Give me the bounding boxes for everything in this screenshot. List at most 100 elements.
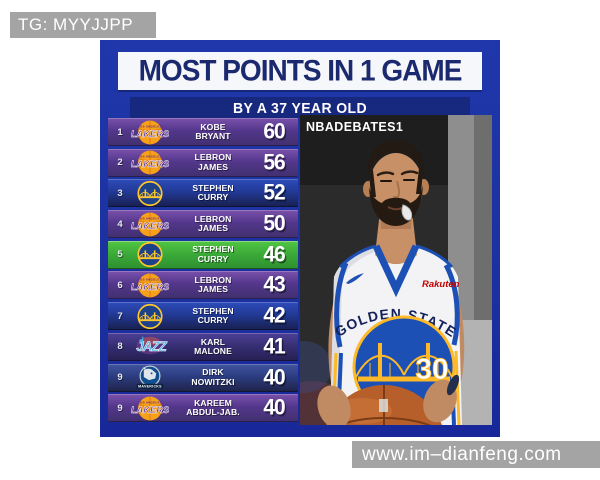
player-name-line1: LEBRON: [194, 275, 232, 286]
player-name: LEBRON JAMES: [172, 275, 254, 295]
rank-label: 1: [117, 126, 123, 138]
player-name-line2: NOWITZKI: [191, 376, 235, 387]
watermark-bottom-right-text: www.im–dianfeng.com: [362, 443, 562, 465]
leaderboard: 1 LOS ANGELES LAKERS KOBE BRYANT 60 2 LO…: [108, 118, 298, 423]
player-name-line2: ABDUL-JAB.: [186, 407, 240, 418]
leaderboard-row: 3 STEPHEN CURRY 52: [108, 179, 298, 208]
lakers-city-label: LOS ANGELES: [138, 155, 162, 159]
lakers-city-label: LOS ANGELES: [138, 124, 162, 128]
warriors-logo: [128, 303, 172, 330]
jazz-wordmark: JAZZ: [136, 339, 167, 354]
points-value: 41: [263, 334, 285, 359]
poster-title: MOST POINTS IN 1 GAME: [138, 54, 463, 87]
player-name-line2: CURRY: [197, 315, 229, 326]
lakers-logo: LOS ANGELES LAKERS: [128, 119, 172, 146]
rank-label: 4: [117, 218, 123, 230]
player-name: LEBRON JAMES: [172, 213, 254, 234]
rank-label: 3: [117, 187, 123, 199]
lakers-city-label: LOS ANGELES: [138, 400, 162, 404]
player-name-line2: CURRY: [197, 192, 229, 203]
player-name-line1: LEBRON: [194, 213, 232, 224]
player-name-line1: DIRK: [202, 367, 224, 378]
mavericks-logo-graphic: MAVERICKS: [136, 365, 164, 389]
lakers-wordmark: LAKERS: [131, 159, 169, 169]
leaderboard-row: 4 LOS ANGELES LAKERS LEBRON JAMES 50: [108, 210, 298, 239]
watermark-top-left: TG: MYYJJPP: [10, 12, 156, 38]
leaderboard-row: 8 JAZZ KARL MALONE 41: [108, 332, 298, 361]
player-name-line1: KARL: [200, 336, 226, 347]
lakers-wordmark: LAKERS: [131, 221, 169, 231]
stephen-curry-photo-illustration: Rakuten GOLDEN STATE 30: [300, 115, 492, 425]
points-value: 46: [263, 242, 285, 267]
player-name: STEPHEN CURRY: [172, 306, 254, 326]
player-name-line2: BRYANT: [195, 131, 231, 141]
lakers-wordmark: LAKERS: [131, 282, 169, 292]
player-name-line2: MALONE: [194, 345, 232, 356]
player-name-line1: KOBE: [200, 121, 226, 132]
title-banner: MOST POINTS IN 1 GAME: [118, 52, 482, 90]
leaderboard-row: 5 STEPHEN CURRY 46: [108, 240, 298, 269]
lakers-wordmark: LAKERS: [131, 405, 169, 415]
mavericks-logo: MAVERICKS: [128, 364, 172, 391]
lakers-logo: LOS ANGELES LAKERS: [128, 395, 172, 422]
points-value: 56: [263, 150, 285, 175]
rank-label: 7: [117, 310, 123, 322]
player-name: LEBRON JAMES: [172, 153, 254, 172]
mavericks-wordmark: MAVERICKS: [138, 385, 162, 389]
player-name-line1: LEBRON: [194, 152, 232, 163]
lakers-logo-graphic: LOS ANGELES LAKERS: [131, 120, 169, 144]
leaderboard-row: 2 LOS ANGELES LAKERS LEBRON JAMES 56: [108, 148, 298, 177]
lakers-wordmark: LAKERS: [131, 129, 169, 139]
warriors-logo-graphic: [137, 303, 163, 329]
jazz-logo: JAZZ: [128, 333, 172, 360]
warriors-logo: [128, 180, 172, 207]
player-name-line2: CURRY: [197, 253, 229, 264]
rank-label: 9: [117, 372, 123, 383]
lakers-logo: LOS ANGELES LAKERS: [128, 272, 172, 299]
warriors-logo-graphic: [137, 180, 163, 206]
points-value: 43: [263, 272, 285, 297]
lakers-city-label: LOS ANGELES: [138, 216, 162, 220]
player-name-line2: JAMES: [197, 284, 229, 295]
rank-label: 2: [117, 157, 123, 169]
rank-label: 8: [117, 341, 123, 353]
leaderboard-row: 9 LOS ANGELES LAKERS KAREEM ABDUL-JAB. 4…: [108, 394, 298, 423]
warriors-logo: [128, 241, 172, 268]
subtitle-strip: BY A 37 YEAR OLD: [130, 97, 470, 118]
lakers-logo-graphic: LOS ANGELES LAKERS: [131, 212, 169, 237]
points-value: 40: [263, 364, 285, 390]
watermark-bottom-right: www.im–dianfeng.com: [352, 441, 600, 468]
rank-label: 5: [117, 249, 123, 261]
player-name: KARL MALONE: [172, 336, 254, 357]
points-value: 52: [263, 180, 285, 205]
leaderboard-row: 7 STEPHEN CURRY 42: [108, 302, 298, 331]
points-value: 60: [263, 119, 285, 144]
player-name: DIRK NOWITZKI: [172, 367, 254, 387]
rank-label: 9: [117, 402, 123, 414]
player-name-line1: STEPHEN: [192, 183, 234, 194]
points-value: 40: [263, 395, 285, 420]
lakers-logo-graphic: LOS ANGELES LAKERS: [131, 273, 169, 298]
player-name: KAREEM ABDUL-JAB.: [172, 397, 254, 418]
player-name: STEPHEN CURRY: [172, 183, 254, 203]
leaderboard-row: 1 LOS ANGELES LAKERS KOBE BRYANT 60: [108, 118, 298, 146]
rank-label: 6: [117, 279, 123, 291]
nike-swoosh-icon: [346, 273, 364, 284]
player-name-line1: KAREEM: [194, 397, 232, 408]
player-name: KOBE BRYANT: [172, 121, 254, 142]
player-name: STEPHEN CURRY: [172, 245, 254, 264]
lakers-city-label: LOS ANGELES: [138, 277, 162, 281]
leaderboard-row: 6 LOS ANGELES LAKERS LEBRON JAMES 43: [108, 271, 298, 300]
leaderboard-row: 9 MAVERICKS DIRK NOWITZKI 40: [108, 363, 298, 392]
lakers-logo-graphic: LOS ANGELES LAKERS: [131, 150, 169, 175]
photo-credit: NBADEBATES1: [306, 119, 404, 135]
player-name-line2: JAMES: [197, 223, 229, 234]
jazz-logo-graphic: JAZZ: [136, 336, 169, 355]
points-value: 42: [263, 303, 285, 328]
player-name-line2: JAMES: [197, 161, 229, 172]
poster-subtitle: BY A 37 YEAR OLD: [233, 99, 367, 116]
warriors-logo-graphic: [137, 242, 163, 268]
jersey-sponsor-label: Rakuten: [422, 279, 460, 290]
player-name-line1: STEPHEN: [192, 244, 234, 255]
